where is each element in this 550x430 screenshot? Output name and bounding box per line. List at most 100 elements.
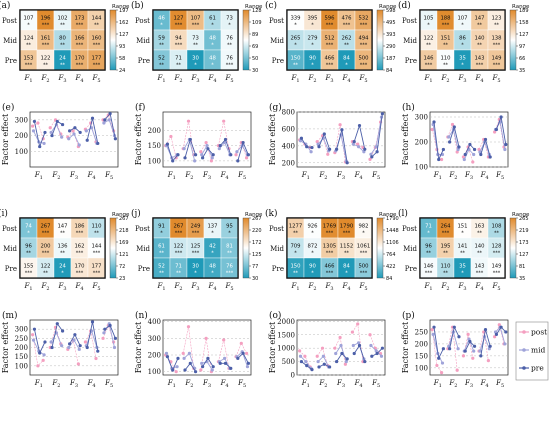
colorbar-tick-label: 267	[252, 216, 262, 222]
cell-significance: *	[211, 231, 214, 237]
cell-value: 30	[192, 264, 199, 270]
data-point-post	[320, 346, 325, 350]
x-tick-label: F2	[448, 171, 457, 181]
data-point-post	[204, 336, 208, 340]
x-tick-label: F2	[184, 171, 193, 181]
x-tick-label: F1	[167, 379, 176, 389]
cell-value: 122	[173, 244, 183, 250]
cell-significance: ***	[493, 271, 501, 277]
y-tick-label: 600	[282, 125, 295, 133]
data-point-pre	[96, 141, 100, 146]
cell-value: 84	[343, 264, 350, 270]
legend-marker-mid	[522, 348, 526, 352]
cell-significance: ***	[360, 63, 368, 69]
colorbar-tick-label: 93	[119, 44, 125, 50]
panel-label: (f)	[135, 102, 145, 113]
cell-significance: ***	[360, 23, 368, 29]
y-tick-label: 2000	[277, 318, 295, 326]
x-tick-label: F4	[354, 379, 363, 389]
cell-value: 149	[491, 264, 501, 270]
x-tick-label: F4	[474, 74, 483, 84]
data-point-mid	[339, 343, 343, 348]
x-tick-label: F3	[464, 379, 473, 389]
data-point-post	[368, 333, 372, 337]
data-point-pre	[441, 147, 445, 152]
data-point-pre	[113, 336, 117, 340]
heatmap-border	[19, 9, 106, 71]
cell-value: 500	[358, 56, 369, 62]
cell-value: 52	[158, 264, 165, 270]
data-point-post	[466, 332, 470, 336]
data-point-pre	[43, 130, 47, 135]
colorbar	[509, 217, 517, 279]
cell-significance: **	[477, 251, 483, 257]
cell-value: 91	[158, 224, 165, 230]
cell-value: 150	[290, 264, 301, 270]
cell-value: 96	[425, 244, 432, 250]
colorbar-tick-label: 219	[519, 228, 529, 234]
cell-value: 61	[209, 16, 216, 22]
data-point-pre	[448, 347, 452, 351]
colorbar-tick-label: 1790	[386, 216, 399, 222]
cell-value: 140	[474, 36, 485, 42]
x-tick-label: F1	[34, 379, 43, 389]
data-point-pre	[96, 349, 100, 353]
x-tick-label: F5	[371, 171, 380, 181]
cell-value: 107	[190, 16, 200, 22]
data-point-mid	[205, 144, 209, 148]
x-tick-label: F5	[237, 379, 246, 389]
x-tick-label: F3	[202, 379, 211, 389]
panel-label: (d)	[398, 0, 411, 11]
x-tick-label: F2	[448, 379, 457, 389]
cell-value: 48	[209, 36, 216, 42]
data-point-mid	[321, 354, 325, 358]
colorbar-title: Range	[245, 4, 263, 10]
data-point-pre	[483, 137, 488, 142]
colorbar-tick-label: 97	[519, 44, 525, 50]
x-tick-label: F4	[220, 379, 229, 389]
y-tick-label: Pre	[405, 57, 417, 65]
y-tick-label: 100	[148, 157, 161, 165]
data-point-post	[338, 123, 342, 127]
data-point-pre	[370, 155, 374, 159]
y-tick-label: 300	[15, 116, 28, 124]
colorbar	[242, 9, 250, 71]
cell-significance: *	[311, 271, 314, 277]
cell-value: 153	[23, 56, 33, 62]
cell-significance: **	[193, 43, 199, 49]
data-point-mid	[503, 342, 507, 346]
x-tick-label: F3	[202, 171, 211, 181]
cell-value: 59	[158, 36, 165, 42]
cell-significance: **	[60, 23, 66, 29]
colorbar-tick-label: 764	[386, 252, 396, 258]
panel-label: (k)	[265, 208, 277, 219]
cell-value: 122	[423, 36, 433, 42]
data-point-pre	[60, 122, 65, 127]
y-tick-label: Post	[402, 225, 417, 233]
cell-significance: **	[477, 43, 483, 49]
x-tick-label: F2	[40, 282, 49, 292]
data-point-mid	[304, 359, 308, 364]
cell-significance: **	[26, 43, 32, 49]
data-point-mid	[379, 354, 384, 358]
cell-significance: *	[461, 231, 464, 237]
data-point-pre	[236, 159, 240, 163]
cell-significance: ***	[226, 63, 234, 69]
x-tick-label: F2	[173, 74, 182, 84]
x-tick-label: F1	[433, 171, 442, 181]
y-tick-label: Mid	[3, 37, 17, 45]
data-point-pre	[211, 153, 215, 157]
x-tick-label: F4	[87, 379, 96, 389]
cell-value: 80	[59, 36, 66, 42]
data-point-pre	[78, 130, 82, 135]
data-point-pre	[352, 351, 356, 356]
y-tick-label: 300	[15, 326, 28, 334]
data-point-pre	[357, 343, 362, 348]
x-tick-label: F4	[474, 282, 483, 292]
x-tick-label: F4	[480, 379, 489, 389]
data-point-mid	[112, 345, 117, 350]
cell-significance: **	[443, 43, 449, 49]
x-tick-label: F3	[57, 74, 66, 84]
data-point-pre	[305, 364, 309, 368]
cell-value: 872	[307, 244, 317, 250]
